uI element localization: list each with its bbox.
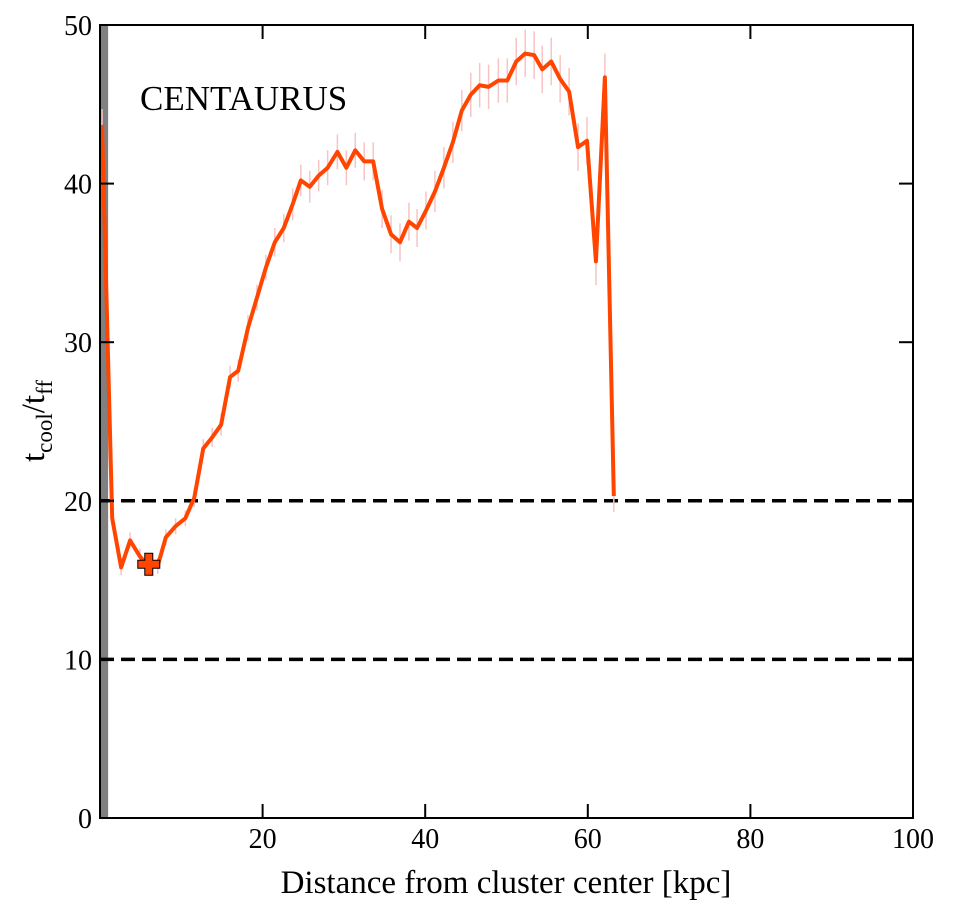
y-tick-label: 50 [64,11,92,42]
y-tick-label: 10 [64,645,92,676]
y-tick-label: 30 [64,328,92,359]
x-tick-label: 40 [411,824,439,855]
x-tick-label: 100 [892,824,934,855]
y-axis-label: tcool/tff [16,380,57,462]
y-label-part: ff [32,380,57,395]
y-label-part: /t [16,395,52,413]
x-tick-label: 20 [249,824,277,855]
x-tick-label: 80 [736,824,764,855]
y-tick-label: 40 [64,170,92,201]
data-line [100,51,616,570]
y-tick-label: 0 [78,804,92,835]
y-label-part: cool [32,413,57,453]
y-label-part: t [16,453,52,462]
y-tick-label: 20 [64,487,92,518]
shaded-region [100,25,109,818]
marker [137,552,161,576]
x-axis-label: Distance from cluster center [kpc] [281,865,732,901]
annotation: CENTAURUS [140,79,347,118]
plot-frame [99,24,914,819]
x-tick-label: 60 [574,824,602,855]
